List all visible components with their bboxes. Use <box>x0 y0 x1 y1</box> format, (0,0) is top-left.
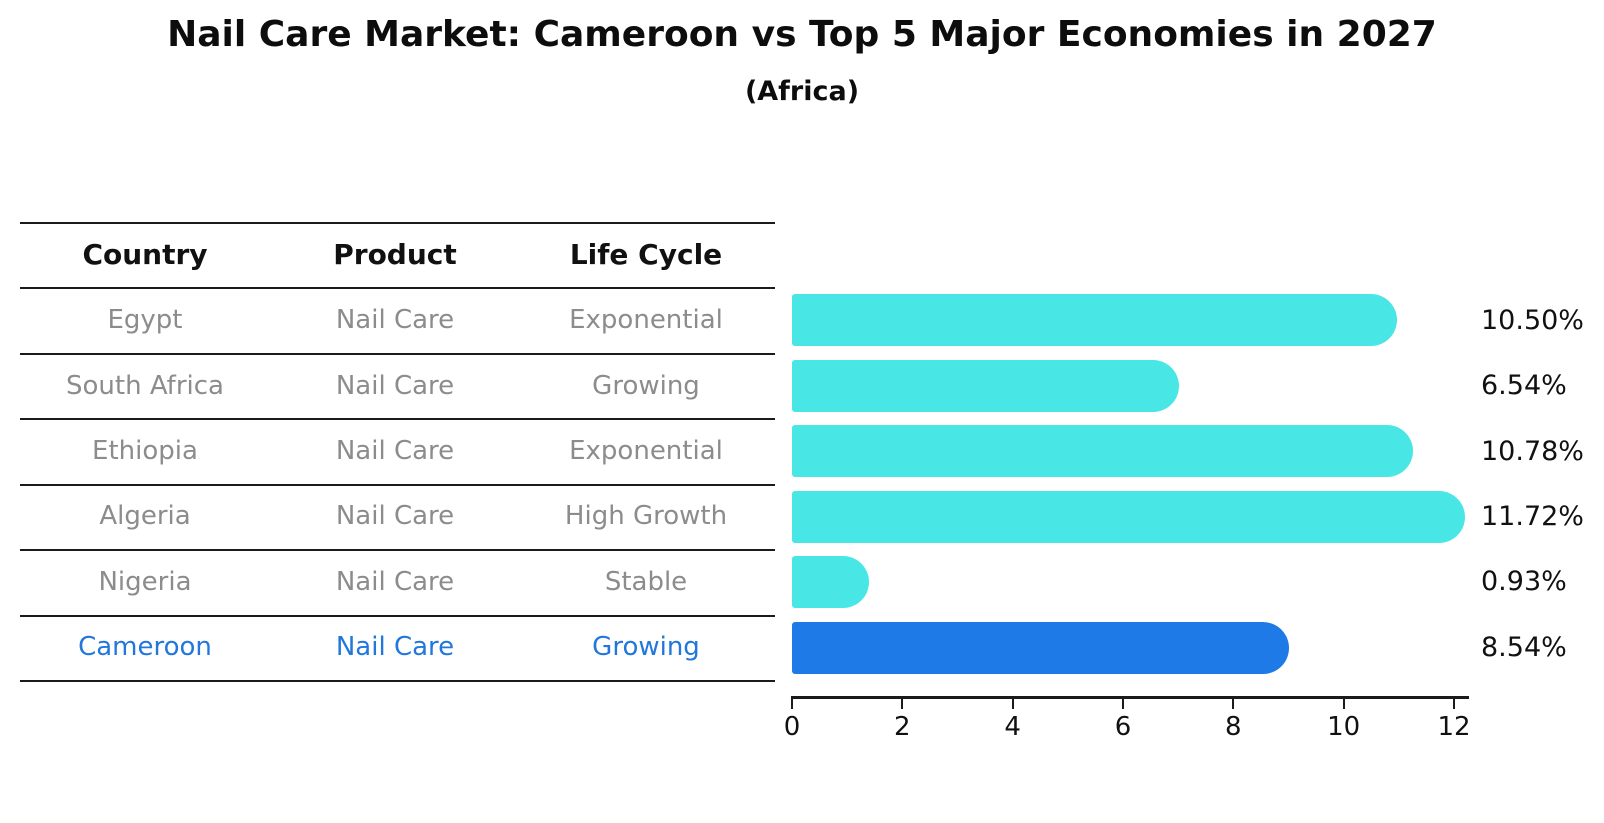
x-tick <box>1011 696 1014 709</box>
table-cell-life_cycle: Growing <box>592 370 700 401</box>
table-cell-product: Nail Care <box>335 305 455 336</box>
table-cell-life_cycle: High Growth <box>564 501 728 532</box>
table-cell-country: Algeria <box>99 501 191 532</box>
table-cell-life_cycle: Stable <box>604 566 688 597</box>
column-header-product: Product <box>333 238 457 272</box>
x-tick <box>1453 696 1455 709</box>
x-tick-label: 2 <box>894 712 911 742</box>
row-separator <box>20 287 775 290</box>
table-cell-country: South Africa <box>66 370 224 401</box>
bar-value-label: 10.50% <box>1481 304 1584 336</box>
x-tick-label: 8 <box>1225 712 1242 742</box>
table-cell-country: Ethiopia <box>92 435 198 466</box>
table-cell-life_cycle: Exponential <box>569 435 723 466</box>
table-cell-life_cycle: Growing <box>592 632 700 663</box>
table-cell-life_cycle: Exponential <box>569 305 723 336</box>
row-separator <box>20 680 775 682</box>
row-separator <box>20 222 775 224</box>
column-header-country: Country <box>82 238 208 272</box>
chart-title: Nail Care Market: Cameroon vs Top 5 Majo… <box>167 14 1437 55</box>
x-tick <box>1122 696 1124 709</box>
bar-value-label: 0.93% <box>1481 566 1567 598</box>
row-separator <box>20 549 775 552</box>
x-tick-label: 0 <box>783 712 801 742</box>
table-cell-product: Nail Care <box>335 370 455 401</box>
bar-value-label: 8.54% <box>1481 631 1567 663</box>
x-tick <box>791 696 793 709</box>
bar-value-label: 10.78% <box>1481 435 1584 467</box>
row-separator <box>20 418 775 421</box>
table-cell-product: Nail Care <box>335 632 455 663</box>
bar-cameroon-highlighted <box>792 621 1290 674</box>
table-cell-country: Cameroon <box>78 632 212 663</box>
x-tick <box>901 696 904 709</box>
table-cell-product: Nail Care <box>335 501 455 532</box>
bar <box>792 294 1398 347</box>
bar <box>792 556 870 609</box>
bar <box>792 425 1413 478</box>
table-cell-product: Nail Care <box>335 435 455 466</box>
row-separator <box>20 352 775 355</box>
bar <box>792 359 1179 412</box>
x-axis-spine <box>792 696 1469 699</box>
row-separator <box>20 483 775 486</box>
x-tick-label: 12 <box>1437 712 1471 742</box>
x-tick <box>1232 696 1235 709</box>
table-cell-country: Nigeria <box>98 566 192 597</box>
bar <box>792 490 1465 543</box>
x-tick-label: 10 <box>1327 712 1361 742</box>
bar-value-label: 6.54% <box>1481 370 1567 402</box>
column-header-life_cycle: Life Cycle <box>569 238 723 272</box>
x-tick-label: 6 <box>1114 712 1132 742</box>
x-tick-label: 4 <box>1004 712 1021 742</box>
x-tick <box>1342 696 1345 709</box>
table-cell-country: Egypt <box>107 305 183 336</box>
chart-subtitle: (Africa) <box>744 76 860 107</box>
table-cell-product: Nail Care <box>335 566 455 597</box>
row-separator <box>20 614 775 617</box>
bar-value-label: 11.72% <box>1481 500 1584 532</box>
